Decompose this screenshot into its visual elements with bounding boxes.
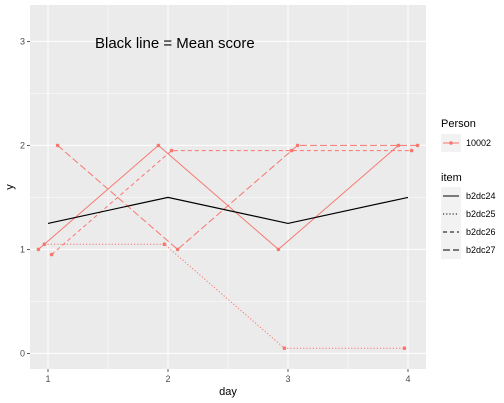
legend-label-b2dc27: b2dc27 [466, 245, 496, 255]
data-point-b2dc25 [282, 346, 287, 351]
data-point-b2dc25 [42, 242, 47, 246]
y-tick-label: 1 [20, 244, 25, 254]
legend-label-b2dc25: b2dc25 [466, 209, 496, 219]
legend: Person 10002 item b2dc24b2dc25b2dc26b2dc… [441, 118, 496, 259]
x-tick-label: 2 [165, 374, 170, 384]
data-point-b2dc24 [276, 247, 281, 252]
data-point-b2dc27 [55, 143, 60, 148]
x-tick-label: 3 [285, 374, 290, 384]
data-point-b2dc26 [409, 148, 414, 153]
grid [30, 5, 426, 369]
mean-score-line [47, 196, 409, 225]
series-line-b2dc26 [51, 150, 412, 255]
y-axis: 0 1 2 3 [20, 36, 30, 358]
legend-key-b2dc27 [441, 241, 461, 259]
y-axis-title: y [4, 184, 16, 190]
data-point-b2dc25 [402, 346, 407, 351]
legend-label-person: 10002 [466, 138, 491, 148]
x-axis: 1 2 3 4 [45, 369, 411, 384]
data-point-b2dc26 [169, 148, 174, 153]
data-point-b2dc27 [175, 247, 180, 252]
y-tick-label: 0 [20, 348, 25, 358]
series-line-b2dc25 [44, 243, 405, 349]
series-line-b2dc24 [38, 144, 399, 251]
data-point-b2dc25 [162, 242, 167, 246]
data-point-b2dc27 [415, 143, 420, 148]
x-tick-label: 1 [45, 374, 50, 384]
legend-title-person: Person [441, 118, 476, 130]
data-point-b2dc27 [295, 143, 300, 148]
series-group [36, 143, 420, 351]
legend-label-b2dc24: b2dc24 [466, 191, 496, 201]
legend-label-b2dc26: b2dc26 [466, 227, 496, 237]
y-tick-label: 3 [20, 36, 25, 46]
data-point-b2dc24 [156, 143, 161, 148]
legend-person-point [449, 141, 453, 145]
data-point-b2dc24 [36, 247, 41, 252]
y-tick-label: 2 [20, 140, 25, 150]
x-axis-title: day [219, 386, 237, 398]
x-tick-label: 4 [405, 374, 410, 384]
legend-key-b2dc25 [441, 205, 461, 223]
chart-annotation: Black line = Mean score [95, 35, 255, 52]
legend-title-item: item [441, 172, 462, 184]
data-point-b2dc26 [49, 252, 54, 257]
legend-items: b2dc24 b2dc25 b2dc26 b2dc27 [441, 187, 496, 259]
data-point-b2dc24 [396, 143, 401, 148]
